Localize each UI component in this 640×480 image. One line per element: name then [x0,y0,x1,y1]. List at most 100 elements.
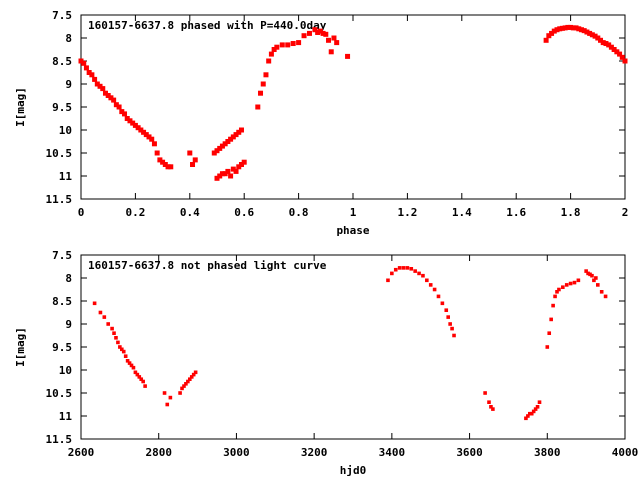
x-tick-label: 3600 [456,446,483,459]
x-tick-label: 1.8 [561,206,581,219]
data-point [98,310,103,315]
data-point [151,141,157,147]
x-tick-label: 0.4 [180,206,200,219]
data-point [596,283,600,287]
data-point [121,349,126,354]
x-tick-label: 0.6 [234,206,254,219]
data-point [146,134,152,140]
data-point [168,164,174,170]
data-point [260,81,266,87]
data-point [592,33,598,39]
data-point [118,345,122,349]
data-point [180,386,184,391]
y-tick-label: 7.5 [52,249,72,262]
x-tick-label: 1.6 [506,206,526,219]
data-point [285,42,291,48]
data-point [123,354,128,358]
data-point [535,405,540,409]
data-point [413,269,417,273]
x-tick-label: 3400 [379,446,406,459]
data-point [268,51,274,57]
data-point [112,331,116,335]
data-point [417,271,421,276]
x-tick-label: 4000 [612,446,639,459]
data-point [211,150,217,156]
data-point [116,104,122,110]
data-point [617,51,623,57]
data-point [614,49,620,55]
data-point [127,361,132,365]
y-tick-label: 10 [59,124,72,137]
data-point [528,411,532,416]
x-tick-label: 2 [622,206,629,219]
data-point [139,377,144,381]
data-point [529,411,534,416]
data-point [120,347,124,352]
x-tick-label: 0 [78,206,85,219]
data-point [296,40,302,46]
data-point [279,42,285,48]
data-point [440,301,445,306]
data-point [102,315,107,319]
data-point [587,30,593,36]
data-point [592,278,596,283]
data-point [589,32,595,38]
data-point [141,129,147,135]
data-point [555,290,559,294]
data-point [138,127,144,133]
data-point [584,269,588,273]
data-point [81,60,87,66]
data-point [576,26,582,32]
data-point [549,30,555,36]
data-point [162,391,167,395]
data-point [328,49,334,55]
data-point [135,125,141,131]
data-point [97,83,103,89]
data-point [608,44,614,50]
data-point [130,120,136,126]
data-point [217,145,223,151]
plot-title: 160157-6637.8 phased with P=440.0day [88,19,327,32]
data-point [187,150,193,156]
data-point [124,116,130,121]
data-point [386,278,390,283]
data-point [190,162,196,167]
data-point [290,41,296,47]
data-point [89,72,95,78]
data-point [233,168,239,174]
data-point [135,372,140,377]
data-point [189,375,194,379]
data-point [568,24,574,30]
data-point [588,272,592,277]
data-point [154,150,160,156]
data-point [432,287,437,292]
y-tick-label: 11 [59,410,73,423]
data-point [214,175,220,181]
data-point [397,266,402,270]
data-point [141,379,145,384]
data-point [236,164,242,170]
data-point [393,267,398,272]
data-point [106,322,110,326]
data-point [578,27,584,33]
x-tick-label: 1 [350,206,357,219]
data-point [165,402,170,407]
data-point [551,303,555,308]
data-point [186,379,190,384]
data-point [165,164,171,170]
data-point [549,317,553,322]
data-point [105,93,111,98]
data-point [132,122,138,128]
y-tick-label: 8 [65,272,72,285]
data-point [581,28,587,34]
data-point [334,40,340,46]
data-point [594,276,598,280]
data-point [238,162,244,167]
data-point [603,294,608,299]
chart-panel-1: 0 0.2 0.4 0.6 0.8 1 1.2 1.4 1.6 1.8 2 7.5 8 8.5 9 9.5 10… [14,9,628,237]
data-point [533,407,538,411]
data-point [306,30,312,36]
data-point [450,326,454,331]
data-point [228,136,234,142]
data-point [178,391,182,395]
